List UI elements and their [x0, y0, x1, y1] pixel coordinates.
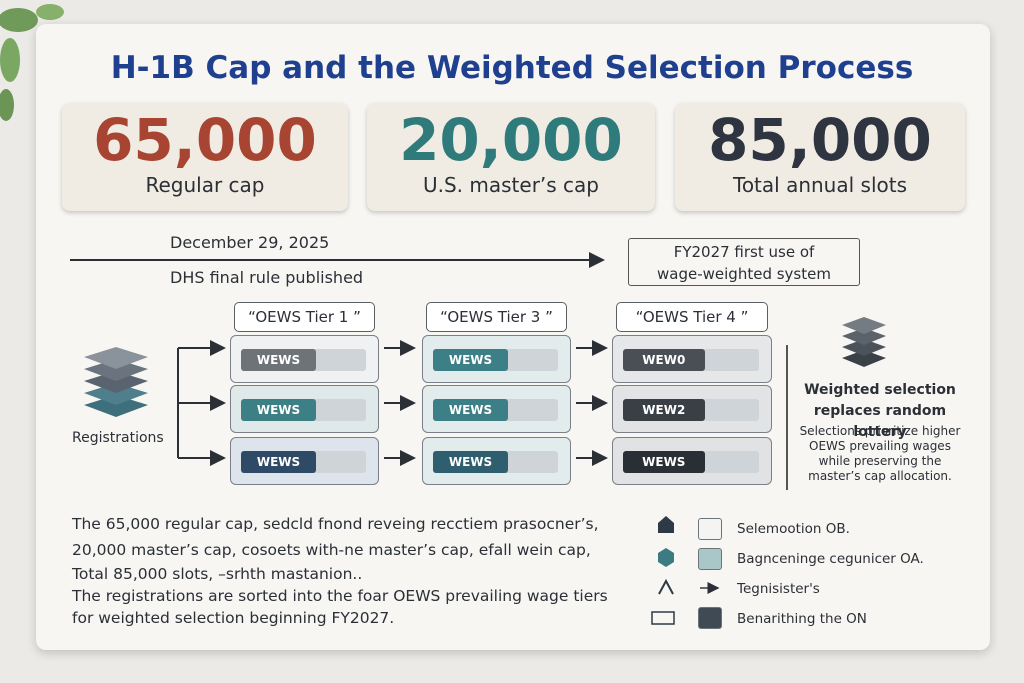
stat-card: 85,000 Total annual slots: [675, 103, 965, 211]
stat-label: Total annual slots: [733, 173, 907, 197]
row-bar: WEWS: [433, 451, 558, 473]
row-bar: WEWS: [433, 399, 558, 421]
row-label: WEWS: [241, 451, 316, 473]
title: H-1B Cap and the Weighted Selection Proc…: [110, 50, 914, 86]
tier-row: WEWS: [230, 385, 379, 433]
legend-label: Bagnceninge cegunicer OA.: [737, 551, 924, 567]
legend-swatch: [698, 548, 722, 570]
stack-icon: [84, 347, 148, 417]
legend-icons: [651, 516, 720, 625]
row-label: WEWS: [433, 451, 508, 473]
row-label: WEWS: [623, 451, 705, 473]
row-bar: WEWS: [241, 451, 366, 473]
row-bar: WEWS: [241, 349, 366, 371]
outcome-heading: Weighted selection replaces random lotte…: [804, 382, 956, 440]
legend-swatch: [698, 607, 722, 629]
note-line: Total 85,000 slots, –srhth mastanion..: [72, 565, 363, 583]
tier-row: WEWS: [230, 335, 379, 383]
tier-row: WEW2: [612, 385, 772, 433]
legend-label: Benarithing the ON: [737, 611, 867, 627]
row-bar: WEWS: [241, 399, 366, 421]
outcome-body: Selections prioritize higher OEWS prevai…: [799, 424, 961, 483]
plant-decoration: [0, 4, 64, 121]
row-bar: WEW2: [623, 399, 759, 421]
stat-value: 85,000: [708, 106, 932, 174]
row-bar: WEWS: [433, 349, 558, 371]
row-label: WEW0: [623, 349, 705, 371]
row-bar: WEWS: [623, 451, 759, 473]
stat-label: Regular cap: [145, 173, 265, 197]
stat-label: U.S. master’s cap: [422, 173, 599, 197]
legend-label: Selemootion OB.: [737, 521, 850, 537]
tier-row: WEWS: [422, 385, 571, 433]
tier-row: WEWS: [422, 335, 571, 383]
stack-icon: [842, 317, 886, 367]
tier-title: “OEWS Tier 4 ”: [616, 302, 768, 332]
stat-card: 65,000 Regular cap: [62, 103, 348, 211]
row-label: WEWS: [433, 349, 508, 371]
stat-value: 65,000: [93, 106, 317, 174]
note-line: The registrations are sorted into the fo…: [72, 587, 608, 605]
tier-title: “OEWS Tier 3 ”: [426, 302, 567, 332]
note-line: for weighted selection beginning FY2027.: [72, 609, 395, 627]
row-label: WEW2: [623, 399, 705, 421]
tier-row: WEW0: [612, 335, 772, 383]
timeline-milestone: FY2027 first use of wage-weighted system: [628, 238, 860, 286]
legend-label: Tegnisister's: [737, 581, 820, 597]
timeline-event: DHS final rule published: [170, 268, 364, 287]
stat-card: 20,000 U.S. master’s cap: [367, 103, 655, 211]
timeline-date: December 29, 2025: [170, 233, 330, 252]
row-label: WEWS: [433, 399, 508, 421]
row-label: WEWS: [241, 349, 316, 371]
stat-value: 20,000: [399, 106, 623, 174]
source-label: Registrations: [72, 430, 164, 446]
note-line: 20,000 master’s cap, cosoets with-ne mas…: [72, 541, 591, 559]
row-bar: WEW0: [623, 349, 759, 371]
tier-title: “OEWS Tier 1 ”: [234, 302, 375, 332]
note-line: The 65,000 regular cap, sedcld fnond rev…: [72, 515, 599, 533]
row-label: WEWS: [241, 399, 316, 421]
legend-swatch: [698, 518, 722, 540]
tier-row: WEWS: [422, 437, 571, 485]
tier-row: WEWS: [230, 437, 379, 485]
tier-row: WEWS: [612, 437, 772, 485]
